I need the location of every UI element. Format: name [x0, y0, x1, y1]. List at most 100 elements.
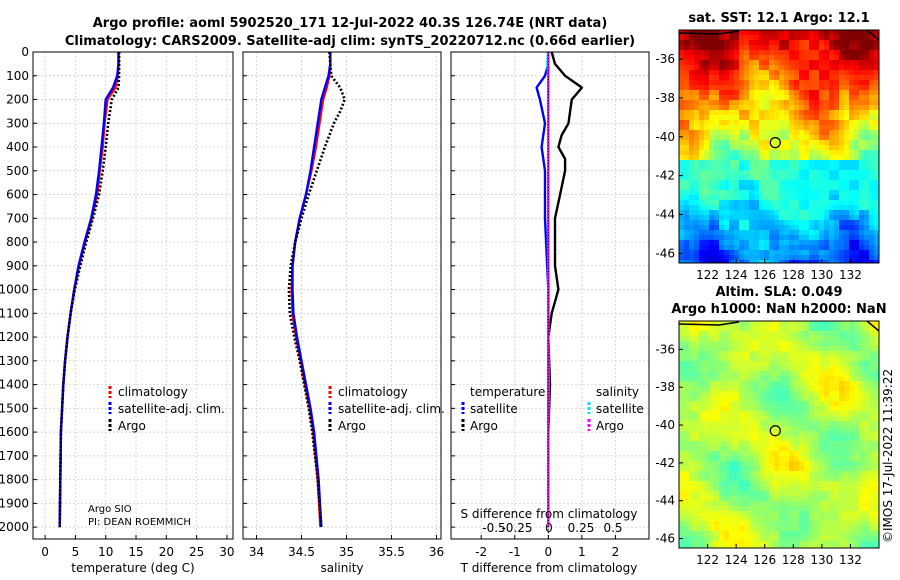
- map-cell: [779, 45, 785, 51]
- map-cell: [824, 391, 830, 397]
- map-cell: [744, 336, 750, 342]
- map-cell: [749, 506, 755, 512]
- map-cell: [684, 60, 690, 66]
- map-cell: [704, 426, 710, 432]
- map-cell: [714, 30, 720, 36]
- map-cell: [719, 235, 725, 241]
- map-cell: [814, 431, 820, 437]
- map-cell: [724, 396, 730, 402]
- map-cell: [704, 461, 710, 467]
- map-cell: [759, 245, 765, 251]
- map-cell: [744, 170, 750, 176]
- map-cell: [774, 451, 780, 457]
- map-cell: [794, 135, 800, 141]
- map-cell: [724, 90, 730, 96]
- map-cell: [719, 105, 725, 111]
- map-cell: [794, 336, 800, 342]
- map-cell: [734, 421, 740, 427]
- map-cell: [754, 461, 760, 467]
- map-cell: [769, 75, 775, 81]
- map-cell: [684, 366, 690, 372]
- map-cell: [739, 521, 745, 527]
- map-cell: [719, 195, 725, 201]
- map-cell: [729, 326, 735, 332]
- map-cell: [694, 496, 700, 502]
- map-cell: [704, 506, 710, 512]
- map-cell: [854, 506, 860, 512]
- map-cell: [799, 381, 805, 387]
- map-cell: [874, 60, 879, 66]
- map-cell: [859, 471, 865, 477]
- map-cell: [844, 456, 850, 462]
- map-cell: [749, 90, 755, 96]
- map-cell: [844, 331, 850, 337]
- map-cell: [729, 391, 735, 397]
- map-cell: [839, 436, 845, 442]
- map-cell: [829, 220, 835, 226]
- map-cell: [739, 466, 745, 472]
- map-cell: [829, 431, 835, 437]
- map-cell: [869, 361, 875, 367]
- map-cell: [744, 165, 750, 171]
- map-cell: [689, 336, 695, 342]
- map-cell: [769, 541, 775, 547]
- map-cell: [854, 95, 860, 101]
- map-cell: [689, 155, 695, 161]
- map-cell: [799, 476, 805, 482]
- map-cell: [699, 336, 705, 342]
- map-cell: [719, 461, 725, 467]
- map-cell: [839, 240, 845, 246]
- map-cell: [734, 135, 740, 141]
- map-cell: [794, 326, 800, 332]
- map-cell: [814, 536, 820, 542]
- map-cell: [729, 411, 735, 417]
- map-cell: [789, 95, 795, 101]
- map-cell: [789, 496, 795, 502]
- map-cell: [754, 65, 760, 71]
- map-cell: [759, 451, 765, 457]
- map-cell: [844, 366, 850, 372]
- map-cell: [839, 255, 845, 261]
- map-cell: [799, 326, 805, 332]
- map-cell: [679, 326, 685, 332]
- map-cell: [799, 356, 805, 362]
- map-cell: [754, 230, 760, 236]
- map-cell: [874, 471, 879, 477]
- map-cell: [714, 466, 720, 472]
- map-cell: [734, 461, 740, 467]
- map-cell: [774, 105, 780, 111]
- map-cell: [819, 255, 825, 261]
- map-cell: [689, 200, 695, 206]
- map-cell: [874, 406, 879, 412]
- map-cell: [779, 200, 785, 206]
- map-cell: [714, 255, 720, 261]
- map-cell: [864, 245, 870, 251]
- map-cell: [679, 336, 685, 342]
- map-cell: [719, 506, 725, 512]
- map-cell: [679, 75, 685, 81]
- map-cell: [874, 155, 879, 161]
- map-cell: [839, 326, 845, 332]
- map-cell: [799, 536, 805, 542]
- map-cell: [769, 95, 775, 101]
- map-cell: [844, 351, 850, 357]
- map-cell: [749, 30, 755, 36]
- map-cell: [684, 245, 690, 251]
- map-cell: [859, 446, 865, 452]
- map-cell: [839, 40, 845, 46]
- map-cell: [859, 466, 865, 472]
- map-cell: [739, 396, 745, 402]
- map-cell: [689, 331, 695, 337]
- map-cell: [854, 516, 860, 522]
- map-cell: [819, 321, 825, 327]
- map-cell: [789, 230, 795, 236]
- map-cell: [709, 346, 715, 352]
- map-cell: [744, 30, 750, 36]
- map-cell: [704, 341, 710, 347]
- map-cell: [774, 120, 780, 126]
- map-cell: [764, 120, 770, 126]
- map-cell: [864, 50, 870, 56]
- map-cell: [744, 351, 750, 357]
- map-cell: [689, 220, 695, 226]
- map-cell: [724, 531, 730, 537]
